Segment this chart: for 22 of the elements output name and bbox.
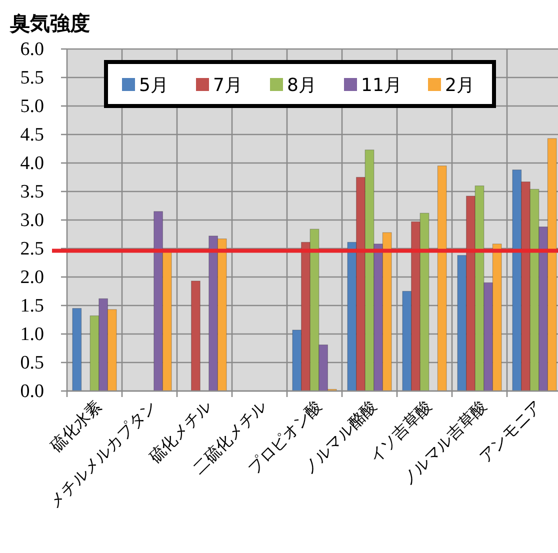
y-tick-label: 4.5: [20, 124, 44, 146]
y-tick-label: 2.0: [20, 267, 44, 288]
bar: [437, 166, 447, 392]
y-tick-label: 1.5: [20, 296, 44, 316]
y-tick-label: 0.0: [20, 381, 44, 402]
y-tick-label: 6.0: [20, 39, 44, 60]
y-tick-label: 3.0: [20, 210, 44, 231]
y-tick-label: 3.5: [20, 182, 44, 202]
legend-label: 2月: [445, 75, 474, 96]
y-tick-label: 4.0: [20, 153, 44, 174]
y-tick-label: 5.5: [20, 68, 44, 88]
legend-label: 5月: [139, 75, 168, 96]
y-tick-label: 2.5: [20, 238, 44, 260]
bar: [72, 308, 82, 392]
chart-title: 臭気強度: [9, 11, 90, 35]
bar: [191, 280, 200, 392]
y-tick-label: 1.0: [20, 324, 44, 345]
legend-label: 8月: [287, 75, 316, 96]
y-tick-label: 5.0: [20, 96, 44, 117]
legend-label: 7月: [213, 75, 242, 96]
y-tick-label: 0.5: [20, 352, 44, 374]
legend-label: 11月: [361, 75, 402, 96]
